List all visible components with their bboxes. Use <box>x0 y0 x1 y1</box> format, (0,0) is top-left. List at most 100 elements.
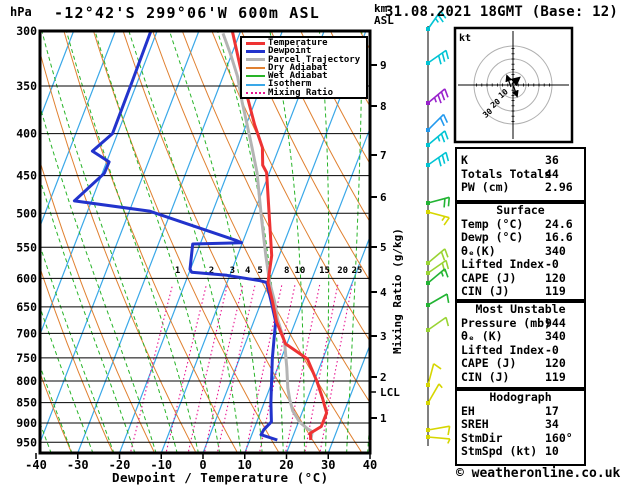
dry-adiabat-line <box>63 31 238 452</box>
legend-swatch <box>246 58 265 62</box>
plot-border <box>38 29 372 455</box>
wet-adiabat-line <box>40 104 157 453</box>
mixing-ratio-line <box>165 284 208 453</box>
isotherm-line <box>327 343 370 453</box>
wet-adiabat-line <box>40 177 136 453</box>
wind-barb <box>426 293 450 307</box>
panel-indices: K 36 Totals Totals 44 PW (cm) 2.96 <box>455 147 586 202</box>
dry-adiabat-line <box>93 31 279 452</box>
wet-adiabat-line <box>41 31 178 453</box>
stat-label: CAPE (J) <box>461 270 517 285</box>
pressure-tick-label: 500 <box>16 206 37 220</box>
mixing-ratio-label: 10 <box>295 266 306 276</box>
legend-swatch <box>246 91 265 94</box>
isotherm-line <box>40 31 116 228</box>
wind-barb <box>426 210 450 226</box>
mixing-ratio-label: 3 <box>230 266 235 276</box>
dry-adiabat-line <box>181 31 370 404</box>
stat-row: θₑ (K) 340 <box>457 329 584 344</box>
stat-row: CIN (J) 119 <box>457 284 584 299</box>
mixing-ratio-label: 25 <box>352 266 363 276</box>
wet-adiabat-line <box>40 244 115 453</box>
legend-item-parcel-trajectory: Parcel Trajectory <box>246 54 366 65</box>
mixing-ratio-label: 2 <box>209 266 214 276</box>
altitude-tick-label: 9 <box>380 59 387 72</box>
temp-tick-label: 10 <box>238 458 252 472</box>
temp-tick-label: -20 <box>109 458 131 472</box>
pressure-tick-label: 950 <box>16 435 37 449</box>
stat-row: EH 17 <box>457 403 584 419</box>
stat-row: θₑ(K) 340 <box>457 243 584 259</box>
wind-barb <box>426 316 450 332</box>
mixing-ratio-label: 4 <box>245 266 251 276</box>
legend-item-dry-adiabat: Dry Adiabat <box>246 62 366 73</box>
temp-tick-label: 20 <box>279 458 293 472</box>
wind-barb <box>426 113 449 132</box>
stat-label: θₑ(K) <box>461 243 496 258</box>
legend-item-label: Dry Adiabat <box>268 62 328 73</box>
sounding-curves <box>72 31 329 442</box>
temp-tick-label: -10 <box>150 458 172 472</box>
dry-adiabat-line <box>40 159 155 452</box>
altitude-axis-unit: km ASL <box>374 3 394 27</box>
stat-label: CIN (J) <box>461 369 510 384</box>
mixing-ratio-label: 5 <box>257 266 262 276</box>
stat-value: 944 <box>545 315 566 330</box>
wind-barb <box>426 383 443 405</box>
hodograph-vector <box>505 74 513 88</box>
pressure-tick-label: 550 <box>16 240 37 254</box>
pressure-tick-label: 700 <box>16 326 37 340</box>
wind-barb <box>426 268 449 285</box>
stat-label: Lifted Index <box>461 342 545 357</box>
stat-row: CAPE (J) 120 <box>457 270 584 286</box>
stat-label: StmSpd (kt) <box>461 444 538 458</box>
stat-label: CIN (J) <box>461 284 510 298</box>
pressure-tick-label: 650 <box>16 300 37 314</box>
stat-label: EH <box>461 403 475 418</box>
stat-row: StmSpd (kt) 10 <box>457 444 584 459</box>
stat-row: StmDir 160° <box>457 431 584 446</box>
wind-barb <box>426 435 451 444</box>
legend-item-label: Parcel Trajectory <box>268 54 361 65</box>
wet-adiabat-line <box>128 31 242 453</box>
legend-item-label: Wet Adiabat <box>268 71 328 82</box>
wet-adiabat-line <box>94 31 221 453</box>
dry-adiabat-line <box>40 266 113 452</box>
stat-label: Lifted Index <box>461 257 545 271</box>
pressure-tick-label: 800 <box>16 374 37 388</box>
panel-title: Surface <box>496 203 545 217</box>
wet-adiabat-line <box>65 31 199 453</box>
stat-row: Totals Totals 44 <box>457 167 584 182</box>
legend-item-wet-adiabat: Wet Adiabat <box>246 71 366 82</box>
mixing-ratio-axis-label: Mixing Ratio (g/kg) <box>391 228 404 354</box>
stat-row: Dewp (°C) 16.6 <box>457 230 584 245</box>
wind-barb <box>426 363 442 387</box>
pressure-axis-unit: hPa <box>10 5 32 19</box>
hodograph-vector <box>510 76 521 87</box>
copyright: © weatheronline.co.uk <box>456 466 621 481</box>
wind-barb <box>426 88 449 105</box>
stat-value: 10 <box>545 444 559 458</box>
legend-item-label: Isotherm <box>268 79 312 90</box>
lcl-label: LCL <box>380 386 400 399</box>
pressure-tick-label: 350 <box>16 79 37 93</box>
stat-value: 340 <box>545 329 566 343</box>
stat-value: 24.6 <box>545 216 573 231</box>
pressure-tick-label: 600 <box>16 271 37 285</box>
wet-adiabat-line <box>269 31 305 453</box>
legend-swatch <box>246 41 265 45</box>
stat-value: 2.96 <box>545 180 573 194</box>
legend: Temperature Dewpoint Parcel Trajectory Dry … <box>240 36 368 100</box>
temp-tick-label: 30 <box>321 458 335 472</box>
stat-row: Lifted Index -0 <box>457 257 584 272</box>
panel-title: Most Unstable <box>475 302 566 316</box>
stat-row: PW (cm) 2.96 <box>457 180 584 195</box>
isotherm-line <box>40 31 158 337</box>
pressure-tick-label: 450 <box>16 169 37 183</box>
mixing-ratio-line <box>129 284 174 453</box>
wet-adiabat-line <box>217 31 284 453</box>
stat-value: 340 <box>545 243 566 258</box>
isotherm-line <box>118 31 283 453</box>
